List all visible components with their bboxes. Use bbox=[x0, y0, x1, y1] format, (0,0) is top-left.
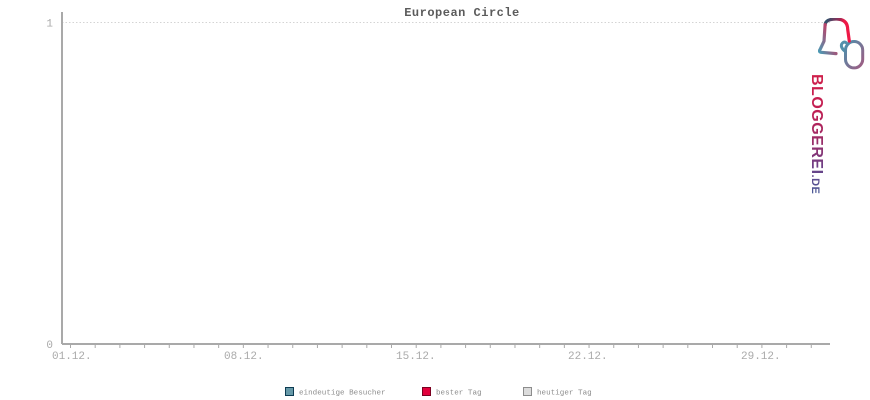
svg-text:08.12.: 08.12. bbox=[224, 351, 264, 363]
svg-text:15.12.: 15.12. bbox=[396, 351, 436, 363]
svg-text:1: 1 bbox=[46, 19, 53, 31]
svg-text:01.12.: 01.12. bbox=[52, 351, 92, 363]
svg-text:22.12.: 22.12. bbox=[568, 351, 608, 363]
svg-text:29.12.: 29.12. bbox=[741, 351, 781, 363]
